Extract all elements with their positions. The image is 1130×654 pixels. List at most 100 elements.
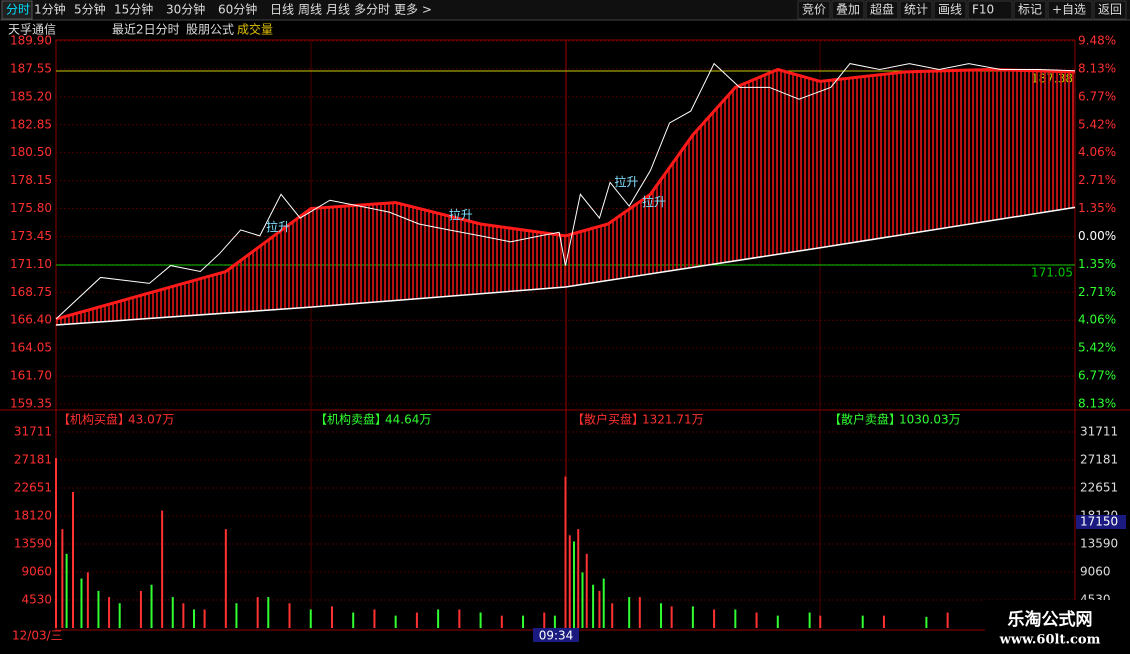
volume-bar xyxy=(139,590,142,628)
toolbar-button[interactable]: +自选 xyxy=(1052,3,1086,17)
volume-bar xyxy=(808,612,811,628)
date: 12/03/三 xyxy=(12,629,63,643)
volume-bar xyxy=(568,535,571,628)
volume-tick-label: 27181 xyxy=(14,452,52,466)
volume-tick-label: 31711 xyxy=(14,425,52,439)
cursor-value: 17150 xyxy=(1080,514,1118,528)
toolbar-button[interactable]: 画线 xyxy=(938,3,962,17)
info-value: 43.07万 xyxy=(128,413,174,427)
toolbar-button[interactable]: 竞价 xyxy=(802,3,826,17)
toolbar-tab[interactable]: 分时 xyxy=(6,3,30,17)
toolbar-button[interactable]: 返回 xyxy=(1098,3,1122,17)
toolbar-button[interactable]: 叠加 xyxy=(836,3,860,17)
annotation: 拉升 xyxy=(266,219,290,234)
toolbar-tab[interactable]: 60分钟 xyxy=(218,2,257,17)
price-tick-label: 189.90 xyxy=(10,34,52,48)
price-tick-label: 159.35 xyxy=(10,397,52,411)
price-tick-label: 178.15 xyxy=(10,173,52,187)
toolbar-button[interactable]: 统计 xyxy=(904,3,928,17)
volume-bar xyxy=(330,606,333,628)
volume-bar xyxy=(638,597,641,628)
volume-bar xyxy=(500,615,503,628)
volume-tick-label-right: 9060 xyxy=(1080,565,1111,579)
trend-fill xyxy=(56,69,1075,325)
info-label: 【机构买盘】 xyxy=(58,412,130,427)
info-label: 【散户买盘】 xyxy=(572,412,644,427)
toolbar-button[interactable]: 超盘 xyxy=(870,2,894,17)
volume-tick-label-right: 31711 xyxy=(1080,425,1118,439)
pct-tick-label: 1.35% xyxy=(1078,201,1116,215)
pct-tick-label: 2.71% xyxy=(1078,173,1116,187)
toolbar-button-bg xyxy=(1093,0,1127,20)
volume-bar xyxy=(628,597,631,628)
info-value: 1030.03万 xyxy=(899,413,961,427)
volume-bar xyxy=(55,458,57,628)
cursor-value-box xyxy=(1076,514,1126,529)
volume-bar xyxy=(61,529,64,628)
toolbar-tab[interactable]: 1分钟 xyxy=(34,2,66,17)
toolbar-tab[interactable]: 5分钟 xyxy=(74,2,106,17)
volume-bar xyxy=(611,603,614,628)
mode: 最近2日分时 xyxy=(112,23,180,37)
volume-bar xyxy=(946,612,949,628)
volume-bar xyxy=(97,590,100,628)
volume-bar xyxy=(86,572,89,628)
volume-bar xyxy=(65,553,68,628)
toolbar-tab[interactable]: 日线 xyxy=(270,3,294,17)
volume-bar xyxy=(161,510,164,628)
volume-bar xyxy=(543,612,546,628)
toolbar-tab[interactable]: 30分钟 xyxy=(166,2,205,17)
volume-bar xyxy=(670,606,673,628)
formula: 股朋公式 xyxy=(186,23,234,37)
toolbar-button[interactable]: F10 xyxy=(972,3,994,17)
toolbar-button[interactable]: 标记 xyxy=(1018,3,1042,17)
volume-tick-label: 22651 xyxy=(14,480,52,494)
toolbar-button-bg xyxy=(1013,0,1047,20)
volume-bar xyxy=(288,603,291,628)
info-label: 【散户卖盘】 xyxy=(829,412,901,427)
volume-bar xyxy=(80,578,83,628)
toolbar-button-bg xyxy=(831,0,865,20)
toolbar-tab[interactable]: 多分时 xyxy=(354,3,390,17)
volume-bar xyxy=(602,578,605,628)
volume-bar xyxy=(755,612,758,628)
volume-bar xyxy=(776,615,779,628)
volume-tick-label-right: 13590 xyxy=(1080,537,1118,551)
price-tick-label: 166.40 xyxy=(10,313,52,327)
volume-bar xyxy=(592,584,595,628)
indicator: 成交量 xyxy=(237,22,273,37)
toolbar-tab[interactable]: 周线 xyxy=(298,3,322,17)
price-tick-label: 187.55 xyxy=(10,61,52,75)
toolbar-tab[interactable]: 更多 > xyxy=(394,3,432,17)
toolbar-bg xyxy=(0,0,1130,20)
pct-tick-label: 0.00% xyxy=(1078,229,1116,243)
watermark-url: www.60lt.com xyxy=(999,633,1101,648)
volume-bar xyxy=(734,609,737,628)
stock-name: 天孚通信 xyxy=(8,23,56,37)
volume-tick-label-right: 27181 xyxy=(1080,452,1118,466)
volume-tick-label-right: 22651 xyxy=(1080,480,1118,494)
pct-tick-label: 4.06% xyxy=(1078,313,1116,327)
volume-bar xyxy=(553,615,556,628)
price-tick-label: 161.70 xyxy=(10,369,52,383)
toolbar-button-bg xyxy=(899,0,933,20)
volume-bar xyxy=(925,616,928,628)
volume-bar xyxy=(458,609,461,628)
pct-tick-label: 2.71% xyxy=(1078,285,1116,299)
level-label: 171.05 xyxy=(1031,265,1073,279)
watermark-name: 乐淘公式网 xyxy=(1008,609,1093,630)
toolbar-tab[interactable]: 月线 xyxy=(326,3,350,17)
pct-tick-label: 5.42% xyxy=(1078,117,1116,131)
toolbar-tab[interactable]: 15分钟 xyxy=(114,2,153,17)
pct-tick-label: 4.06% xyxy=(1078,145,1116,159)
volume-bar xyxy=(572,541,575,628)
cursor-box xyxy=(533,628,579,642)
info-label: 【机构卖盘】 xyxy=(315,412,387,427)
volume-bar xyxy=(437,609,440,628)
volume-bar xyxy=(256,597,259,628)
volume-tick-label: 4530 xyxy=(21,593,52,607)
volume-bar xyxy=(585,553,588,628)
volume-bar xyxy=(203,609,206,628)
volume-bar xyxy=(71,492,74,628)
pct-tick-label: 9.48% xyxy=(1078,34,1116,48)
